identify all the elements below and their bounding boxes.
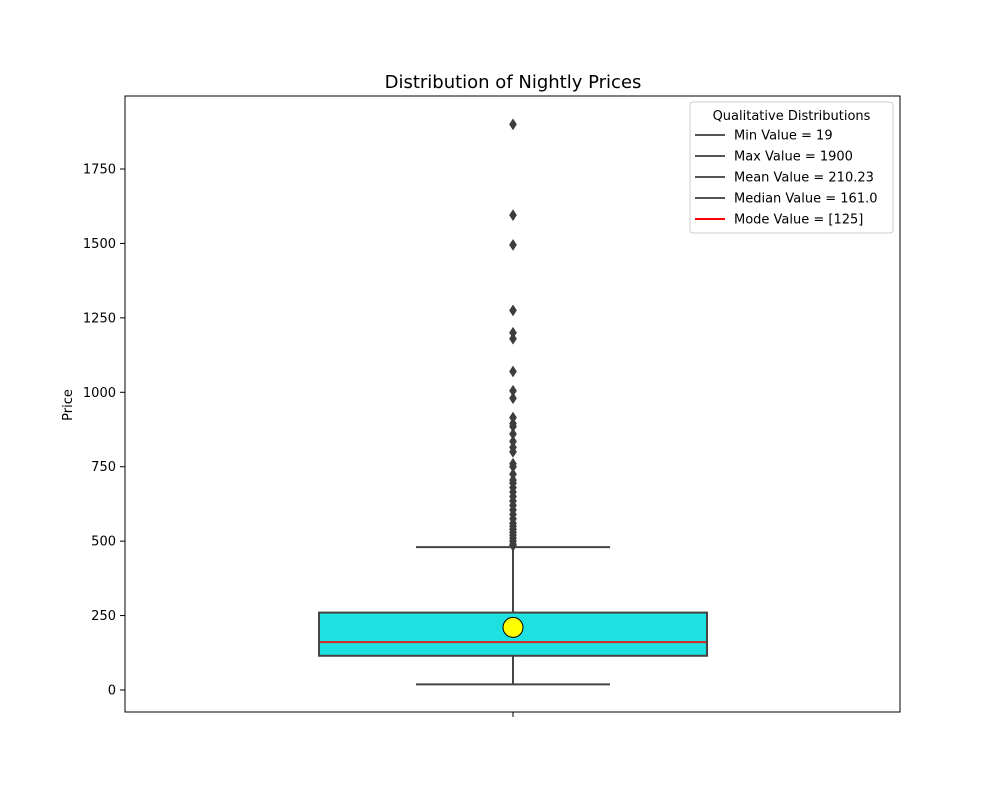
mean-marker: [502, 616, 524, 638]
legend-label-1: Max Value = 1900: [734, 150, 853, 165]
y-tick-label-1500: 1500: [83, 237, 116, 252]
outlier-point-28: [509, 411, 517, 424]
outlier-point-29: [509, 392, 517, 405]
y-tick-label-750: 750: [91, 460, 116, 475]
outlier-point-19: [509, 468, 517, 481]
outlier-point-35: [509, 238, 517, 251]
legend-label-0: Min Value = 19: [734, 129, 833, 144]
outlier-point-33: [509, 326, 517, 339]
y-tick-label-1250: 1250: [83, 311, 116, 326]
outlier-point-21: [509, 457, 517, 470]
outlier-point-24: [509, 435, 517, 448]
outlier-point-36: [509, 209, 517, 222]
y-tick-label-500: 500: [91, 535, 116, 550]
outlier-point-34: [509, 304, 517, 317]
legend-label-3: Median Value = 161.0: [734, 192, 878, 207]
outlier-point-37: [509, 118, 517, 131]
legend-label-4: Mode Value = [125]: [734, 213, 863, 228]
y-axis-label: Price: [61, 389, 76, 421]
y-tick-label-0: 0: [108, 684, 116, 699]
legend-label-2: Mean Value = 210.23: [734, 171, 874, 186]
y-tick-label-1750: 1750: [83, 163, 116, 178]
outlier-point-30: [509, 384, 517, 397]
y-tick-label-250: 250: [91, 609, 116, 624]
plot-area: 0 250 500 750 1000 1250 1500 1750: [83, 95, 901, 717]
outlier-point-31: [509, 365, 517, 378]
y-tick-label-1000: 1000: [83, 386, 116, 401]
chart-title: Distribution of Nightly Prices: [385, 72, 642, 93]
legend-title: Qualitative Distributions: [713, 109, 871, 124]
legend-box: [689, 101, 894, 234]
legend: Qualitative Distributions Min Value = 19 M…: [689, 101, 894, 234]
outlier-point-25: [509, 428, 517, 440]
